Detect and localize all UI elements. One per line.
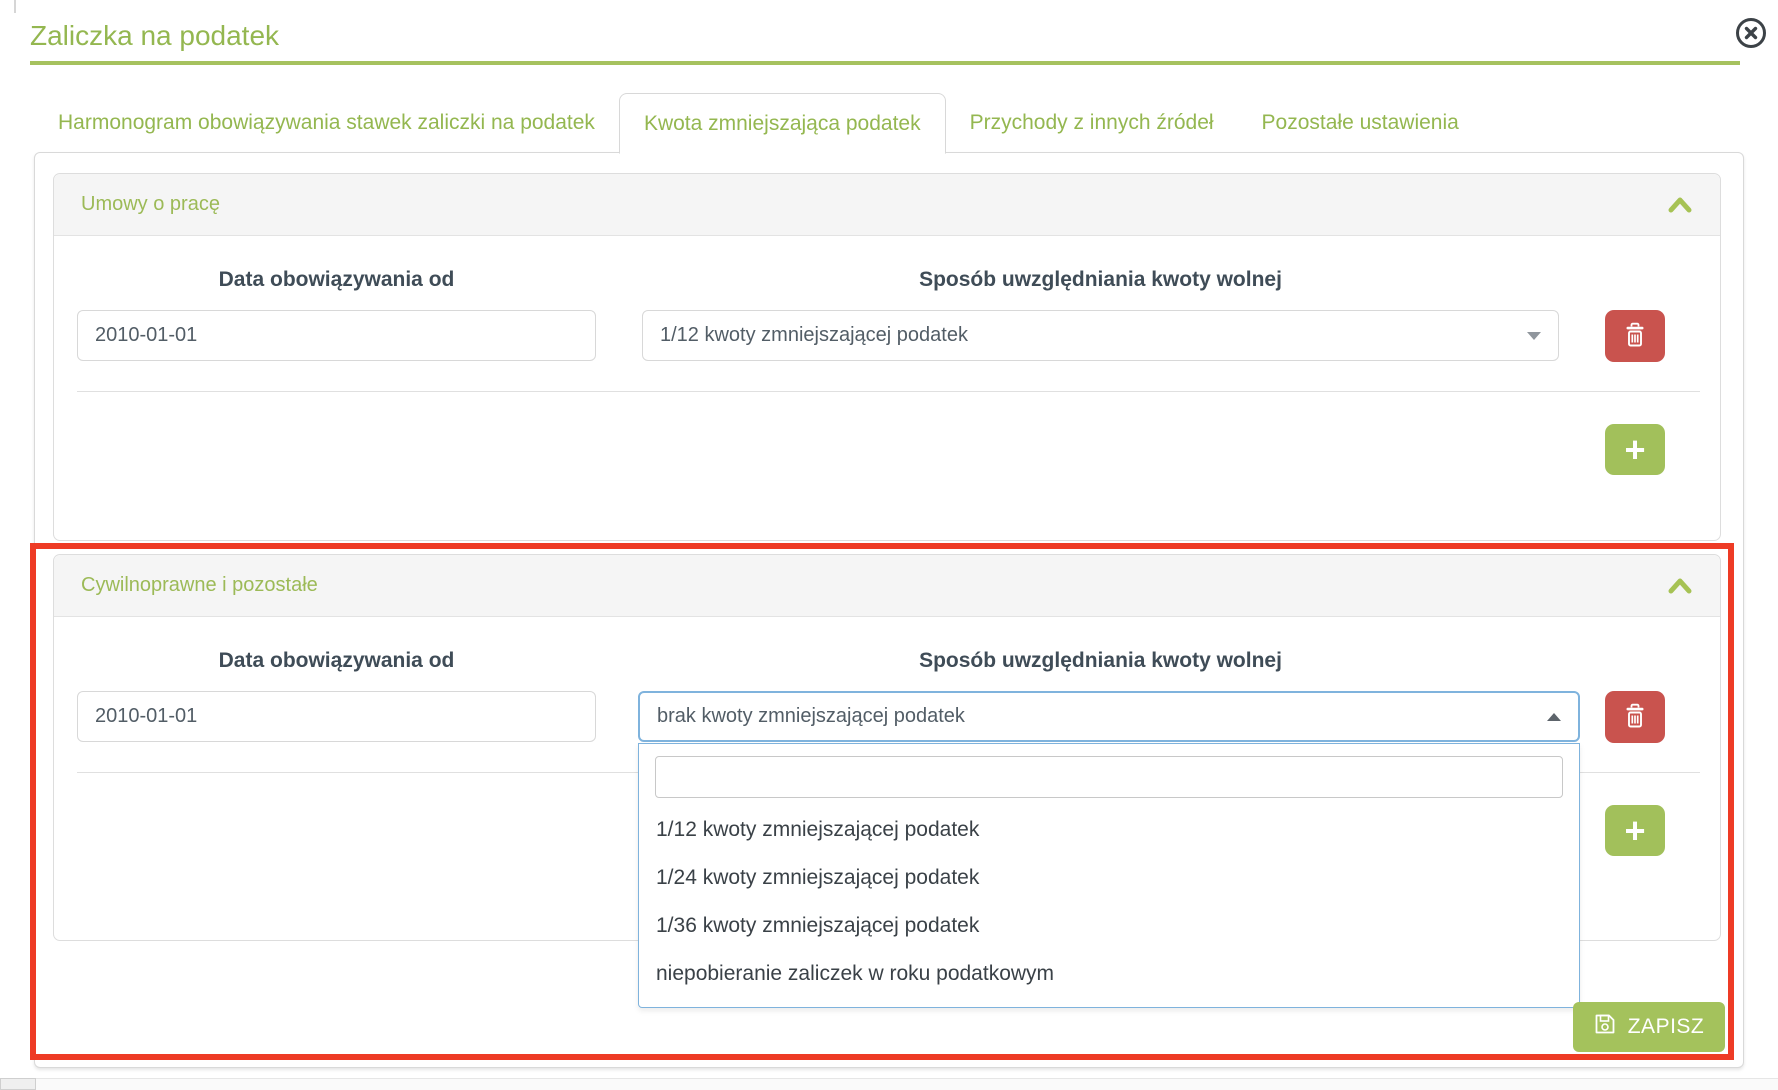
date-from-label: Data obowiązywania od <box>218 268 455 291</box>
floppy-disk-icon <box>1594 1013 1616 1041</box>
plus-icon: + <box>1624 809 1646 851</box>
select-value: 1/12 kwoty zmniejszającej podatek <box>660 324 968 346</box>
dropdown-option[interactable]: 1/36 kwoty zmniejszającej podatek <box>656 914 980 937</box>
panel-header[interactable]: Umowy o pracę <box>54 174 1720 236</box>
plus-icon: + <box>1624 428 1646 470</box>
panel-header[interactable]: Cywilnoprawne i pozostałe <box>54 555 1720 617</box>
panel-cywilnoprawne: Cywilnoprawne i pozostałe Data obowiązyw… <box>53 554 1721 1008</box>
chevron-up-icon[interactable] <box>1667 195 1693 215</box>
scrollbar-corner <box>0 1078 36 1090</box>
panel-title: Cywilnoprawne i pozostałe <box>81 574 318 596</box>
circle-x-icon <box>1734 18 1768 53</box>
tab-przychody[interactable]: Przychody z innych źródeł <box>969 111 1214 134</box>
allowance-mode-label: Sposób uwzględniania kwoty wolnej <box>919 268 1282 291</box>
date-from-label: Data obowiązywania od <box>218 649 455 672</box>
row-divider <box>77 391 1700 392</box>
caret-down-icon <box>1527 331 1541 340</box>
tab-kwota-zmniejszajaca[interactable]: Kwota zmniejszająca podatek <box>618 93 946 154</box>
trash-icon <box>1623 322 1647 351</box>
dropdown-option[interactable]: 1/12 kwoty zmniejszającej podatek <box>656 818 980 841</box>
allowance-mode-select-open[interactable]: brak kwoty zmniejszającej podatek <box>638 691 1580 742</box>
date-from-input[interactable] <box>77 310 596 361</box>
caret-up-icon <box>1547 712 1561 721</box>
page-edge-artifact <box>14 0 16 13</box>
panel-umowy-o-prace: Umowy o pracę Data obowiązywania od Spos… <box>53 173 1721 541</box>
tab-pozostale[interactable]: Pozostałe ustawienia <box>1261 111 1459 134</box>
save-button[interactable]: ZAPISZ <box>1573 1002 1725 1052</box>
dropdown-option[interactable]: 1/24 kwoty zmniejszającej podatek <box>656 866 980 889</box>
horizontal-scrollbar[interactable] <box>0 1078 1778 1090</box>
delete-row-button[interactable] <box>1605 691 1665 743</box>
tab-bar: Harmonogram obowiązywania stawek zaliczk… <box>34 93 1744 154</box>
allowance-mode-select[interactable]: 1/12 kwoty zmniejszającej podatek <box>642 310 1559 361</box>
trash-icon <box>1623 703 1647 732</box>
select-value: brak kwoty zmniejszającej podatek <box>657 705 965 727</box>
tab-harmonogram[interactable]: Harmonogram obowiązywania stawek zaliczk… <box>58 111 595 134</box>
tab-content-container: Umowy o pracę Data obowiązywania od Spos… <box>34 152 1744 1068</box>
save-button-label: ZAPISZ <box>1627 1015 1705 1038</box>
add-row-button[interactable]: + <box>1605 805 1665 856</box>
dropdown-search-input[interactable] <box>655 756 1563 798</box>
chevron-up-icon[interactable] <box>1667 576 1693 596</box>
delete-row-button[interactable] <box>1605 310 1665 362</box>
allowance-mode-label: Sposób uwzględniania kwoty wolnej <box>919 649 1282 672</box>
panel-title: Umowy o pracę <box>81 193 220 215</box>
date-from-input[interactable] <box>77 691 596 742</box>
add-row-button[interactable]: + <box>1605 424 1665 475</box>
close-button[interactable] <box>1734 16 1768 50</box>
title-divider <box>30 61 1740 65</box>
page-title: Zaliczka na podatek <box>30 20 280 51</box>
select-dropdown: 1/12 kwoty zmniejszającej podatek 1/24 k… <box>638 743 1580 1008</box>
dropdown-option[interactable]: niepobieranie zaliczek w roku podatkowym <box>656 962 1055 985</box>
